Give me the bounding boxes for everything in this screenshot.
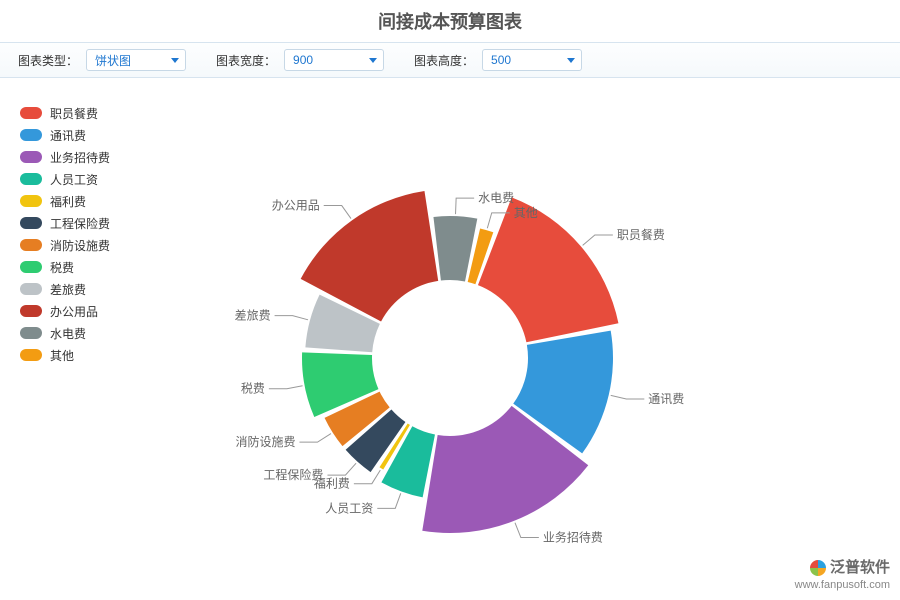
brand-name: 泛普软件 xyxy=(830,558,890,578)
leader-line xyxy=(299,434,331,443)
slice-label: 通讯费 xyxy=(648,392,684,406)
brand-logo-icon xyxy=(810,560,826,576)
slice-label: 办公用品 xyxy=(272,198,320,213)
leader-line xyxy=(269,386,303,389)
chevron-down-icon xyxy=(567,58,575,63)
chart-area: 职员餐费通讯费业务招待费人员工资福利费工程保险费消防设施费税费差旅费办公用品水电… xyxy=(0,78,900,598)
leader-line xyxy=(377,493,400,508)
chart-width-label: 图表宽度： xyxy=(216,52,276,69)
chart-width-value: 900 xyxy=(293,53,313,67)
chevron-down-icon xyxy=(369,58,377,63)
leader-line xyxy=(583,235,613,245)
chevron-down-icon xyxy=(171,58,179,63)
leader-line xyxy=(324,206,351,219)
slice-label: 水电费 xyxy=(478,191,514,205)
slice-label: 职员餐费 xyxy=(617,227,665,242)
slice-label: 人员工资 xyxy=(325,501,373,515)
watermark: 泛普软件 www.fanpusoft.com xyxy=(795,558,890,592)
slice-label: 消防设施费 xyxy=(235,434,295,449)
slice-label: 业务招待费 xyxy=(543,530,603,545)
chart-width-dropdown[interactable]: 900 xyxy=(284,49,384,71)
leader-line xyxy=(456,198,475,214)
chart-type-value: 饼状图 xyxy=(95,52,131,69)
brand-url: www.fanpusoft.com xyxy=(795,578,890,592)
slice-label: 差旅费 xyxy=(235,309,271,323)
leader-line xyxy=(515,523,539,538)
chart-toolbar: 图表类型： 饼状图 图表宽度： 900 图表高度： 500 xyxy=(0,42,900,78)
slice-label: 工程保险费 xyxy=(263,467,323,482)
slice-label: 税费 xyxy=(241,382,265,396)
leader-line xyxy=(354,470,380,484)
chart-height-value: 500 xyxy=(491,53,511,67)
leader-line xyxy=(275,316,308,320)
leader-line xyxy=(327,463,356,475)
donut-slice[interactable] xyxy=(478,197,618,342)
donut-chart: 职员餐费通讯费业务招待费人员工资福利费工程保险费消防设施费税费差旅费办公用品水电… xyxy=(0,78,900,598)
chart-type-label: 图表类型： xyxy=(18,52,78,69)
leader-line xyxy=(611,395,645,399)
slice-label: 其他 xyxy=(514,206,538,220)
page-title: 间接成本预算图表 xyxy=(0,0,900,42)
chart-height-label: 图表高度： xyxy=(414,52,474,69)
chart-height-dropdown[interactable]: 500 xyxy=(482,49,582,71)
chart-type-dropdown[interactable]: 饼状图 xyxy=(86,49,186,71)
